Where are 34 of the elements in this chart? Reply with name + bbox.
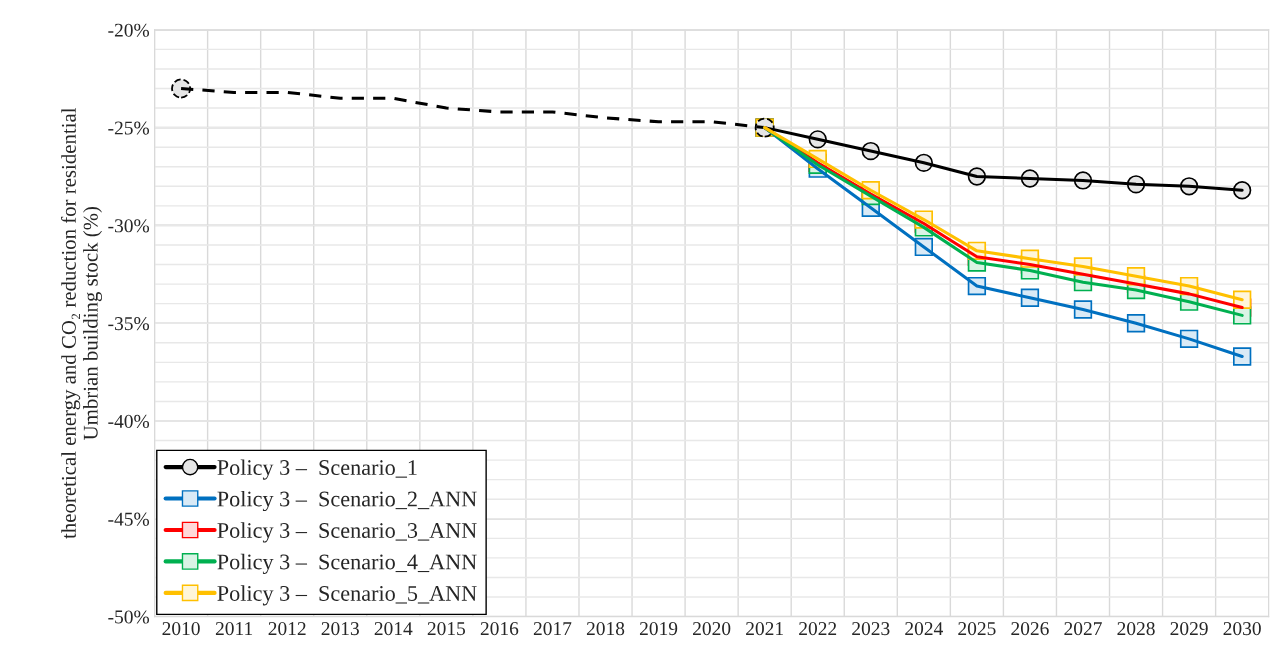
- legend-label: Policy 3 – Scenario_2_ANN: [217, 490, 477, 512]
- x-tick-label: 2010: [162, 622, 200, 636]
- y-axis-title: theoretical energy and CO₂ reduction for residential Umbrian building stock (%): [61, 107, 103, 539]
- x-tick-label: 2021: [746, 622, 783, 636]
- x-tick-label: 2013: [321, 622, 359, 636]
- x-tick-label: 2025: [958, 622, 996, 636]
- legend-label: Policy 3 – Scenario_3_ANN: [217, 522, 477, 543]
- x-tick-label: 2028: [1117, 622, 1155, 636]
- x-tick-label: 2024: [905, 622, 943, 636]
- y-tick-label: -50%: [108, 610, 150, 624]
- legend-label: Policy 3 – Scenario_4_ANN: [217, 553, 477, 575]
- x-tick-label: 2027: [1064, 622, 1102, 636]
- x-tick-label: 2030: [1223, 622, 1261, 636]
- x-tick-label: 2019: [639, 622, 678, 636]
- x-tick-label: 2017: [533, 622, 572, 636]
- y-tick-label: -20%: [108, 23, 150, 37]
- x-tick-label: 2016: [480, 622, 519, 636]
- x-tick-label: 2023: [852, 622, 890, 636]
- x-tick-label: 2022: [799, 622, 837, 636]
- y-tick-label: -35%: [108, 317, 150, 331]
- y-tick-label: -45%: [108, 512, 150, 526]
- x-tick-label: 2014: [374, 622, 413, 636]
- legend-label: Policy 3 – Scenario_1: [217, 459, 417, 480]
- x-tick-label: 2018: [586, 622, 625, 636]
- y-tick-label: -40%: [108, 414, 150, 429]
- x-tick-label: 2015: [427, 622, 466, 636]
- x-tick-label: 2020: [693, 622, 731, 636]
- x-tick-label: 2011: [215, 622, 253, 636]
- legend-label: Policy 3 – Scenario_5_ANN: [217, 585, 477, 606]
- x-tick-label: 2012: [268, 622, 306, 636]
- y-tick-label: -25%: [108, 121, 150, 135]
- x-tick-label: 2029: [1170, 622, 1208, 636]
- y-tick-label: -30%: [108, 219, 150, 233]
- x-tick-label: 2026: [1011, 622, 1049, 636]
